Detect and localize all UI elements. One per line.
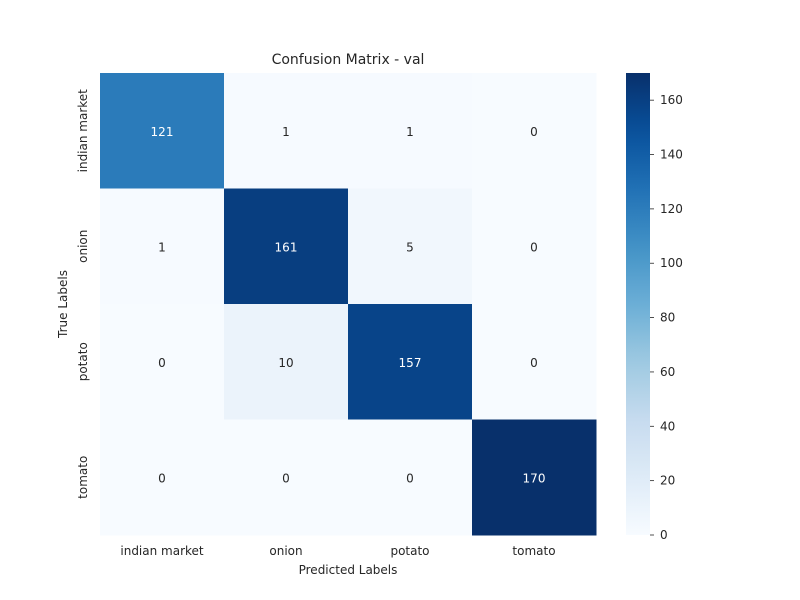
cell-value-label: 0 [530, 356, 538, 370]
y-axis-label: True Labels [56, 270, 70, 339]
heatmap-cell [472, 188, 597, 305]
x-axis-label: Predicted Labels [299, 563, 398, 577]
cell-value-label: 0 [530, 240, 538, 254]
y-tick-labels: indian market onion potato tomato [76, 89, 90, 499]
heatmap-cell [100, 188, 225, 305]
y-tick-label: tomato [76, 456, 90, 499]
x-tick-label: tomato [512, 544, 555, 558]
x-tick-labels: indian market onion potato tomato [120, 544, 555, 558]
colorbar-tick-label: 120 [660, 202, 683, 216]
cell-value-label: 0 [282, 471, 290, 485]
heatmap-cell [224, 188, 349, 305]
colorbar-tick-label: 80 [660, 311, 675, 325]
cell-value-label: 1 [282, 125, 290, 139]
heatmap-cell [472, 304, 597, 420]
x-tick-label: indian market [120, 544, 204, 558]
heatmap-cell [224, 304, 349, 420]
heatmap-cell [100, 419, 225, 536]
x-tick-label: potato [390, 544, 429, 558]
colorbar-tick-label: 0 [660, 528, 668, 542]
y-tick-label: potato [76, 342, 90, 381]
cell-value-label: 157 [399, 356, 422, 370]
cell-value-label: 1 [406, 125, 414, 139]
heatmap-cell [348, 304, 473, 420]
cell-value-label: 1 [158, 240, 166, 254]
colorbar-tick-label: 20 [660, 474, 675, 488]
cell-value-label: 0 [406, 471, 414, 485]
y-tick-label: onion [76, 230, 90, 263]
colorbar-tick-label: 100 [660, 256, 683, 270]
cell-value-label: 161 [275, 240, 298, 254]
cell-value-label: 170 [523, 471, 546, 485]
colorbar-ticks: 0 20 40 60 80 100 120 140 160 [650, 93, 683, 542]
cell-value-label: 10 [278, 356, 293, 370]
colorbar-tick-label: 60 [660, 365, 675, 379]
colorbar-tick-label: 160 [660, 93, 683, 107]
heatmap-cell [348, 419, 473, 536]
heatmap-cell [224, 73, 349, 189]
heatmap-cell [348, 188, 473, 305]
cell-value-label: 0 [530, 125, 538, 139]
heatmap-cells: 121 1 1 01 161 5 00 10 157 00 0 0 170 [100, 73, 597, 536]
cell-value-label: 5 [406, 240, 414, 254]
y-tick-label: indian market [76, 89, 90, 173]
colorbar-tick-label: 40 [660, 419, 675, 433]
colorbar-tick-label: 140 [660, 148, 683, 162]
heatmap-cell [472, 73, 597, 189]
cell-value-label: 0 [158, 356, 166, 370]
heatmap-cell [100, 73, 225, 189]
cell-value-label: 121 [151, 125, 174, 139]
x-tick-label: onion [269, 544, 302, 558]
colorbar [626, 73, 650, 535]
chart-title: Confusion Matrix - val [272, 52, 425, 68]
cell-value-label: 0 [158, 471, 166, 485]
heatmap-cell [100, 304, 225, 420]
heatmap-cell [348, 73, 473, 189]
heatmap-cell [472, 419, 597, 536]
heatmap-cell [224, 419, 349, 536]
